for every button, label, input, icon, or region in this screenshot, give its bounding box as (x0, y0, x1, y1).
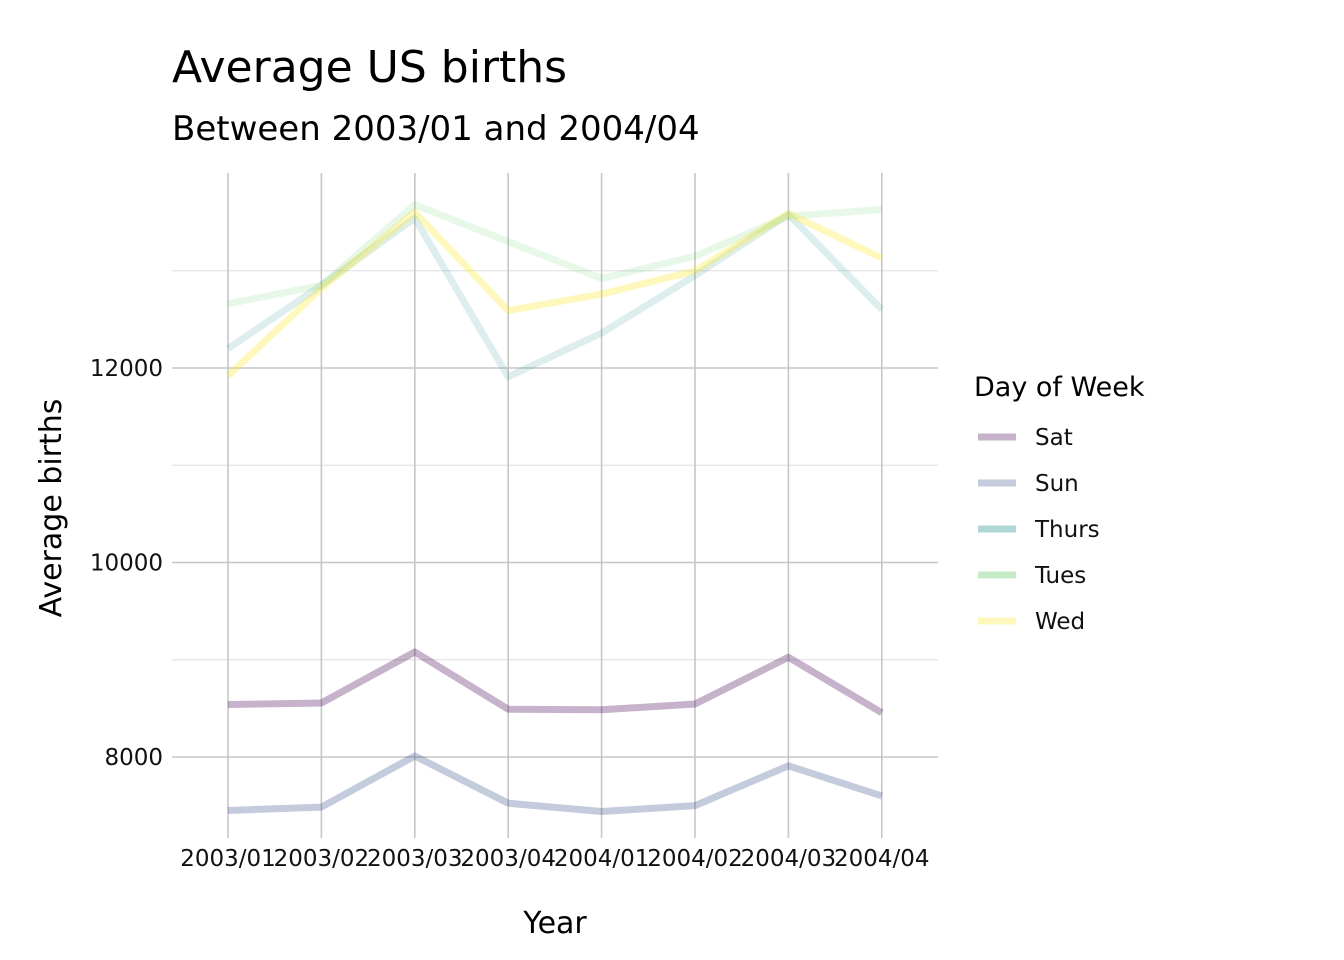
y-tick-label: 10000 (90, 551, 163, 577)
legend-label-thurs: Thurs (1034, 517, 1100, 543)
series-line-sat (227, 648, 884, 716)
series-line-wed (225, 208, 884, 379)
chart-title: Average US births (172, 42, 567, 93)
series-line-thurs (226, 210, 885, 381)
legend-label-tues: Tues (1034, 563, 1086, 589)
series-line-tues (227, 201, 883, 308)
x-tick-label: 2004/01 (554, 846, 650, 872)
x-axis-title: Year (522, 906, 587, 941)
x-tick-label: 2003/03 (367, 846, 463, 872)
legend-label-sun: Sun (1035, 471, 1079, 497)
x-tick-label: 2003/02 (274, 846, 370, 872)
legend-label-sat: Sat (1035, 425, 1073, 451)
chart-subtitle: Between 2003/01 and 2004/04 (172, 109, 700, 149)
x-tick-label: 2004/02 (647, 846, 743, 872)
y-tick-label: 8000 (104, 745, 163, 771)
x-tick-label: 2004/04 (834, 846, 930, 872)
legend: Day of Week Sat Sun Thurs Tues Wed (974, 372, 1145, 635)
x-axis-ticks: 2003/012003/022003/032003/042004/012004/… (180, 846, 929, 872)
series-lines (225, 201, 885, 815)
y-axis-ticks: 8000 10000 12000 (90, 356, 163, 771)
y-tick-label: 12000 (90, 356, 163, 382)
x-tick-label: 2004/03 (741, 846, 837, 872)
series-line-sun (227, 752, 883, 815)
legend-label-wed: Wed (1035, 609, 1085, 635)
x-tick-label: 2003/04 (460, 846, 556, 872)
x-tick-label: 2003/01 (180, 846, 276, 872)
legend-title: Day of Week (974, 372, 1145, 403)
grid (172, 173, 938, 838)
y-axis-title: Average births (34, 399, 69, 618)
